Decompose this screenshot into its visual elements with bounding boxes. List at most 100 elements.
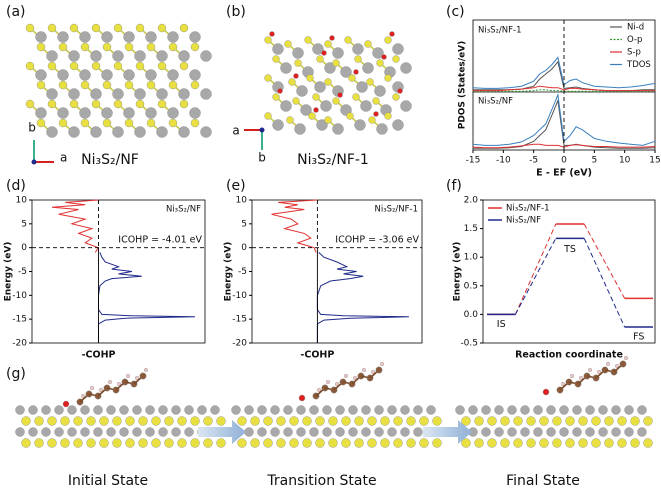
atom xyxy=(112,438,122,448)
y-tick-label: 2.0 xyxy=(464,196,479,206)
subplot-label: Ni₃S₂/NF-1 xyxy=(478,26,522,36)
atom xyxy=(28,405,38,415)
atom xyxy=(481,427,491,437)
atom xyxy=(309,427,319,437)
atom xyxy=(264,74,272,82)
atom xyxy=(624,427,634,437)
atom xyxy=(341,416,351,426)
atom xyxy=(99,438,109,448)
arrow xyxy=(198,420,246,444)
atom xyxy=(354,55,362,63)
atom xyxy=(91,23,101,33)
atom xyxy=(353,69,359,75)
series-line xyxy=(472,56,656,89)
atom xyxy=(102,80,112,90)
atom xyxy=(272,93,280,101)
atom xyxy=(348,427,358,437)
atom xyxy=(90,126,102,138)
atom xyxy=(286,116,294,124)
atom xyxy=(346,112,354,120)
atom xyxy=(392,119,404,131)
atom xyxy=(134,376,139,381)
atom xyxy=(455,405,465,415)
atom xyxy=(380,438,390,448)
atom xyxy=(123,107,135,119)
atom xyxy=(90,50,102,62)
series-line xyxy=(51,199,100,253)
atom xyxy=(354,119,366,131)
atom xyxy=(134,88,146,100)
atom xyxy=(101,31,113,43)
atom xyxy=(426,405,436,415)
atom xyxy=(90,88,102,100)
atom xyxy=(367,438,377,448)
atom xyxy=(320,100,332,112)
atom xyxy=(542,388,550,396)
atom xyxy=(79,31,91,43)
atom xyxy=(419,416,429,426)
y-tick-label: -10 xyxy=(12,291,27,301)
atom xyxy=(54,405,64,415)
atom xyxy=(21,438,31,448)
atom xyxy=(578,438,588,448)
atom xyxy=(533,427,543,437)
atom xyxy=(57,69,69,81)
atom xyxy=(200,50,212,62)
atom xyxy=(102,118,112,128)
atom xyxy=(101,107,113,119)
atom xyxy=(546,405,556,415)
atom xyxy=(344,36,352,44)
atom xyxy=(344,374,349,379)
y-tick-label: -0.5 xyxy=(460,339,478,349)
atom xyxy=(156,88,168,100)
atom xyxy=(371,370,376,375)
atom xyxy=(302,438,312,448)
atom xyxy=(113,23,123,33)
atom xyxy=(28,427,38,437)
atom xyxy=(264,36,272,44)
atom xyxy=(340,66,352,78)
state-label: FS xyxy=(633,331,644,342)
atom xyxy=(487,416,497,426)
atom xyxy=(237,416,247,426)
atom xyxy=(93,427,103,437)
y-tick-label: 0 xyxy=(241,243,247,253)
atom xyxy=(332,123,344,135)
atom xyxy=(80,394,85,399)
atom xyxy=(300,104,312,116)
subplot-label: Ni₃S₂/NF-1 xyxy=(374,205,418,215)
atom xyxy=(124,80,134,90)
atom xyxy=(598,427,608,437)
atom xyxy=(308,112,316,120)
atom xyxy=(68,50,80,62)
atom xyxy=(36,42,46,52)
atom xyxy=(190,118,200,128)
atom xyxy=(46,126,58,138)
atom xyxy=(316,55,324,63)
atom xyxy=(384,36,392,44)
atom xyxy=(178,50,190,62)
atom xyxy=(392,93,400,101)
axis-letter: a xyxy=(60,151,67,165)
atom xyxy=(200,88,212,100)
atom xyxy=(101,69,113,81)
atom xyxy=(138,416,148,426)
atom xyxy=(146,42,156,52)
atom xyxy=(324,62,336,74)
atom xyxy=(125,374,130,379)
atom xyxy=(80,405,90,415)
atom xyxy=(283,405,293,415)
atom xyxy=(270,427,280,437)
atom xyxy=(112,50,124,62)
atom xyxy=(474,438,484,448)
x-tick-label: 15 xyxy=(649,156,660,166)
atom xyxy=(123,69,135,81)
connector xyxy=(583,238,626,328)
atom xyxy=(559,427,569,437)
atom xyxy=(361,427,371,437)
atom xyxy=(69,99,79,109)
y-tick-label: 10 xyxy=(16,196,28,206)
y-tick-label: -15 xyxy=(12,315,27,325)
atom xyxy=(106,427,116,437)
atom xyxy=(145,107,157,119)
